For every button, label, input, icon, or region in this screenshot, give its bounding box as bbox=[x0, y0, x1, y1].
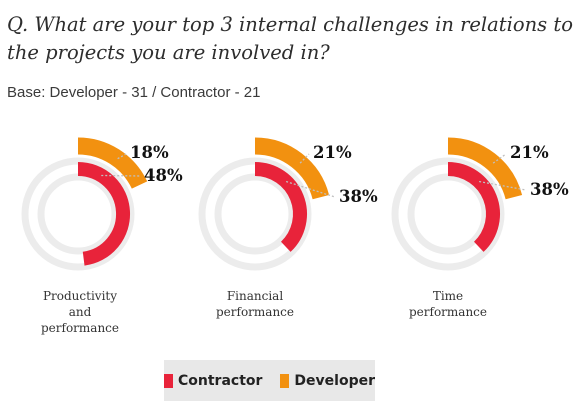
question-title: Q. What are your top 3 internal challeng… bbox=[7, 13, 573, 64]
base-note: Base: Developer - 31 / Contractor - 21 bbox=[7, 84, 261, 101]
category-label: and bbox=[69, 305, 92, 319]
contractor-leader bbox=[285, 180, 336, 198]
legend: Contractor Developer bbox=[164, 360, 375, 401]
contractor-leader bbox=[101, 174, 141, 177]
contractor-swatch bbox=[164, 373, 173, 388]
track-ring-inner bbox=[37, 173, 119, 255]
contractor-arc bbox=[447, 162, 500, 252]
track-ring-outer bbox=[21, 157, 135, 271]
developer-swatch bbox=[280, 373, 290, 388]
legend-label-developer: Developer bbox=[294, 372, 375, 389]
developer-leader bbox=[117, 153, 127, 160]
contractor-value-label: 38% bbox=[339, 187, 378, 206]
category-label: performance bbox=[41, 321, 119, 335]
track-ring-outer bbox=[391, 157, 505, 271]
category-label: Productivity bbox=[43, 289, 117, 303]
track-ring-outer bbox=[198, 157, 312, 271]
developer-value-label: 21% bbox=[313, 143, 352, 162]
track-ring-inner bbox=[407, 173, 489, 255]
contractor-arc bbox=[254, 162, 307, 252]
legend-label-contractor: Contractor bbox=[178, 372, 263, 389]
developer-value-label: 21% bbox=[510, 143, 549, 162]
category-label: performance bbox=[216, 305, 294, 319]
contractor-arc bbox=[77, 162, 131, 266]
developer-arc bbox=[447, 137, 523, 200]
developer-value-label: 18% bbox=[130, 143, 169, 162]
contractor-value-label: 48% bbox=[144, 166, 183, 185]
category-label: performance bbox=[409, 305, 487, 319]
developer-arc bbox=[77, 137, 148, 189]
contractor-value-label: 38% bbox=[530, 180, 569, 199]
category-label: Financial bbox=[227, 289, 283, 303]
category-label: Time bbox=[433, 289, 463, 303]
legend-item-developer: Developer bbox=[280, 373, 375, 389]
legend-item-contractor: Contractor bbox=[164, 373, 262, 389]
developer-leader bbox=[492, 153, 507, 164]
developer-arc bbox=[254, 137, 330, 200]
track-ring-inner bbox=[214, 173, 296, 255]
